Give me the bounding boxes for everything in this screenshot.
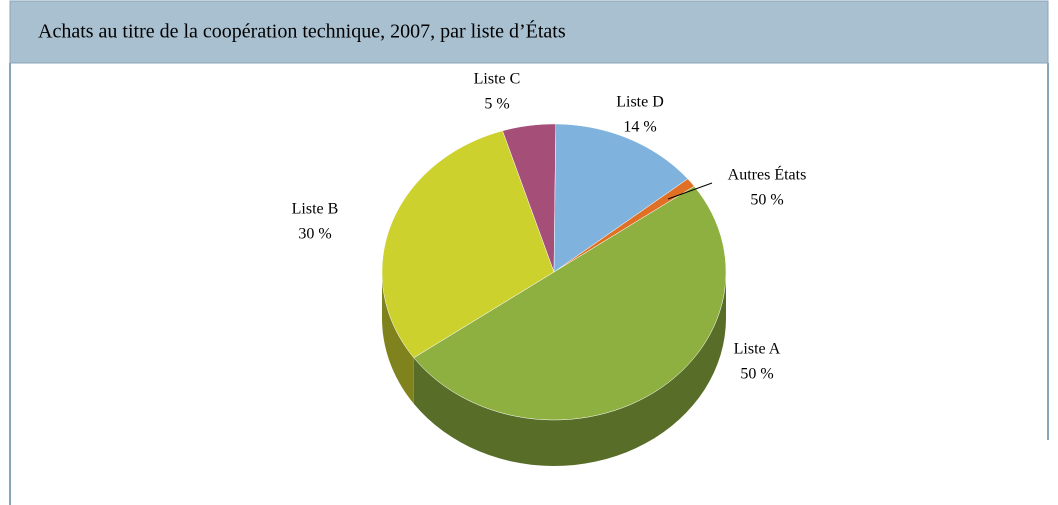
title-bar	[9, 0, 1049, 64]
slice	[381, 130, 555, 359]
slice	[502, 123, 557, 273]
slice-label: Liste D	[616, 94, 664, 111]
slice-label: Liste A	[734, 341, 781, 358]
slice	[413, 185, 727, 421]
slice-side	[382, 272, 414, 404]
leader-line	[667, 182, 713, 200]
chart-title: Achats au titre de la coopération techni…	[38, 20, 566, 43]
value-label: 14 %	[623, 119, 656, 136]
slice-label: Liste B	[292, 201, 339, 218]
slice-label: Liste C	[474, 71, 521, 88]
value-label: 50 %	[740, 366, 773, 383]
slice-label: Autres États	[728, 165, 807, 184]
slice-side	[413, 272, 726, 466]
value-label: 5 %	[484, 96, 509, 113]
slice	[553, 123, 689, 273]
value-label: 50 %	[750, 192, 783, 209]
slice	[553, 178, 695, 273]
value-label: 30 %	[298, 226, 331, 243]
